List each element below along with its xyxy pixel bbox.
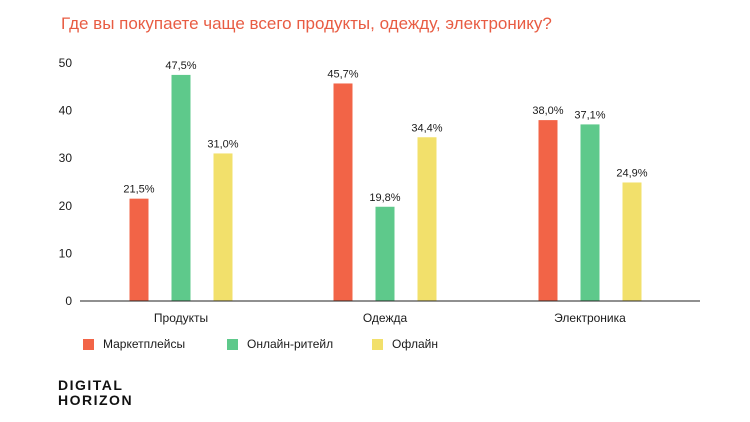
y-axis-tick-label: 20 bbox=[59, 199, 73, 213]
bar bbox=[580, 124, 600, 302]
x-axis-tick-label: Электроника bbox=[554, 311, 626, 325]
legend: Маркетплейсы Онлайн-ритейл Офлайн bbox=[0, 337, 750, 357]
y-axis-tick-label: 30 bbox=[59, 151, 73, 165]
legend-label: Онлайн-ритейл bbox=[247, 337, 334, 351]
x-axis-tick-label: Продукты bbox=[154, 311, 208, 325]
brand-logo-line-1: DIGITAL bbox=[58, 377, 124, 393]
bar-value-label: 47,5% bbox=[165, 60, 196, 72]
bar-value-label: 45,7% bbox=[327, 68, 358, 80]
bar-value-labels: 21,5% 45,7% 38,0% 47,5% 19,8% 37,1% 31,0% 34,4%… bbox=[123, 60, 647, 204]
bar bbox=[333, 83, 353, 301]
legend-label: Офлайн bbox=[392, 337, 438, 351]
y-axis-tick-label: 40 bbox=[59, 104, 73, 118]
y-axis-tick-label: 50 bbox=[59, 56, 73, 70]
x-axis-tick-labels: Продукты Одежда Электроника bbox=[154, 311, 626, 325]
legend-swatch bbox=[83, 338, 94, 350]
x-axis-tick-label: Одежда bbox=[363, 311, 408, 325]
bar bbox=[417, 137, 437, 301]
legend-item-marketplaces: Маркетплейсы bbox=[83, 337, 185, 351]
brand-logo-line-2: HORIZON bbox=[58, 392, 134, 408]
bar bbox=[538, 120, 558, 302]
bar-value-label: 31,0% bbox=[207, 138, 238, 150]
bar-value-label: 24,9% bbox=[616, 167, 647, 179]
bar-value-label: 38,0% bbox=[532, 105, 563, 117]
chart-title: Где вы покупаете чаще всего продукты, од… bbox=[61, 14, 552, 33]
bar-value-label: 34,4% bbox=[411, 122, 442, 134]
legend-label: Маркетплейсы bbox=[103, 337, 186, 351]
bar bbox=[129, 198, 149, 301]
legend-item-offline: Офлайн bbox=[372, 337, 438, 351]
y-axis-tick-label: 10 bbox=[59, 246, 73, 260]
bars bbox=[129, 74, 642, 302]
y-axis-tick-label: 0 bbox=[65, 294, 72, 308]
brand-logo: DIGITAL HORIZON bbox=[58, 378, 133, 408]
bar-value-label: 21,5% bbox=[123, 184, 154, 196]
legend-swatch bbox=[227, 338, 238, 350]
bar bbox=[622, 182, 642, 301]
bar-value-label: 37,1% bbox=[574, 109, 605, 121]
bar bbox=[213, 153, 233, 301]
legend-item-online-retail: Онлайн-ритейл bbox=[227, 337, 333, 351]
y-axis-tick-labels: 0 10 20 30 40 50 bbox=[59, 56, 73, 308]
legend-swatch bbox=[372, 338, 383, 350]
bar-value-label: 19,8% bbox=[369, 192, 400, 204]
bar-chart: 0 10 20 30 40 50 21,5% 45,7% 38,0% 47,5% 19,8% 37,… bbox=[59, 56, 700, 325]
bar bbox=[171, 74, 191, 302]
bar bbox=[375, 206, 395, 301]
